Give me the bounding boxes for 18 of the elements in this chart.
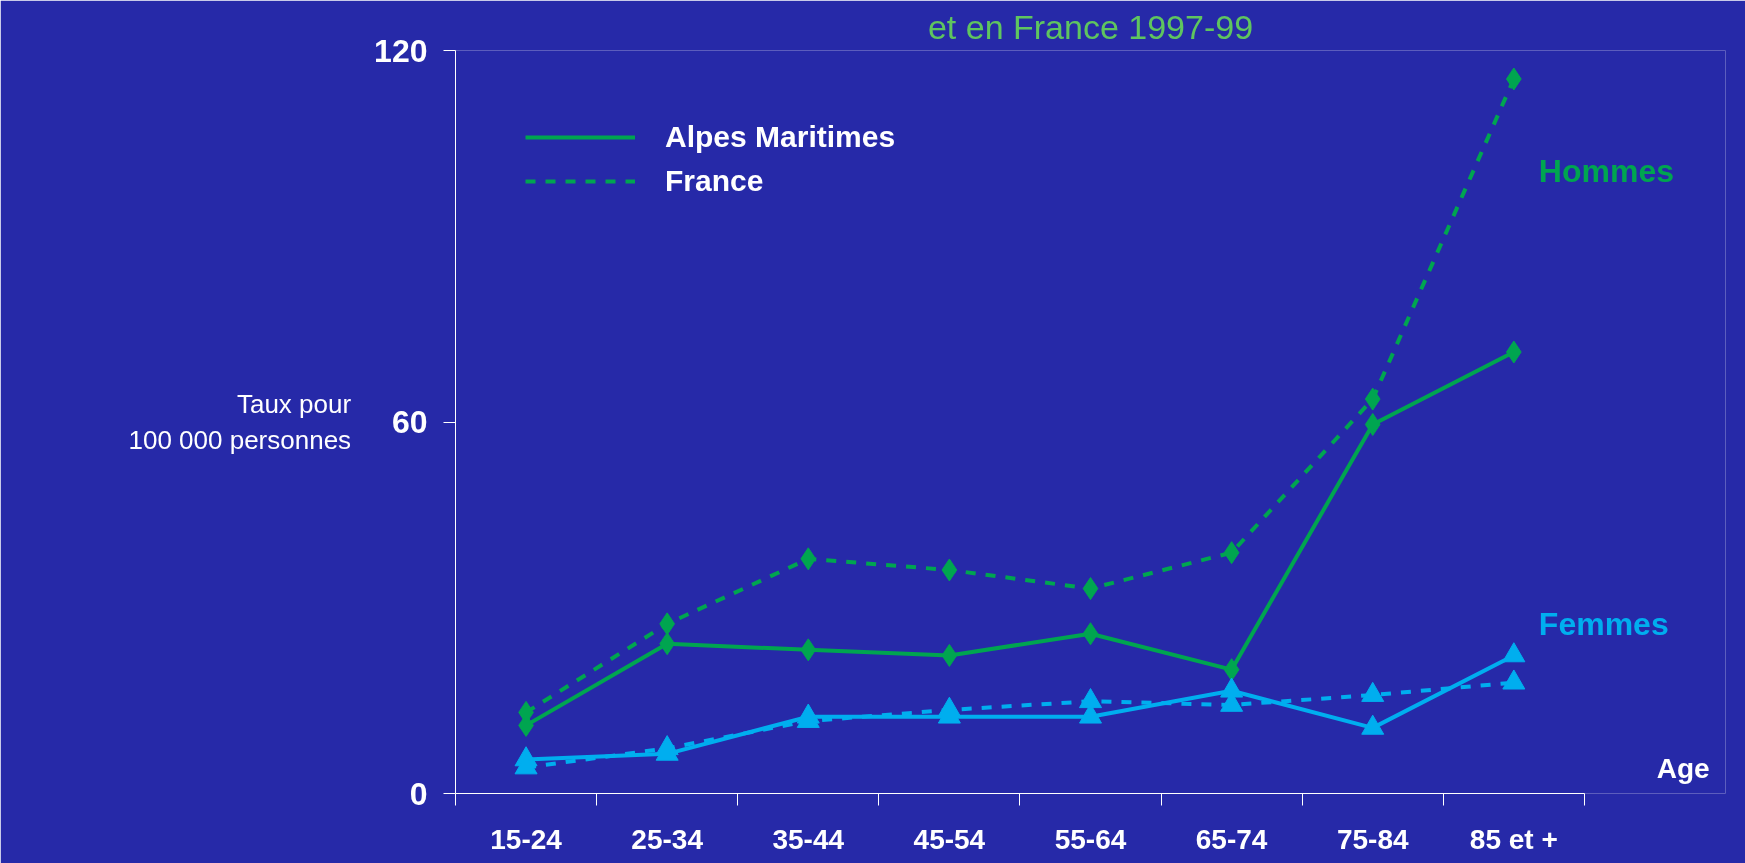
x-tick-label: 75-84 xyxy=(1336,823,1409,855)
legend-label: Alpes Maritimes xyxy=(665,120,896,154)
x-tick-label: 35-44 xyxy=(772,823,845,855)
y-tick-label: 60 xyxy=(391,404,428,440)
annotation: Femmes xyxy=(1538,606,1669,643)
x-tick-label: 85 et + xyxy=(1469,823,1558,855)
x-tick-label: 25-34 xyxy=(631,823,704,855)
x-tick-label: 45-54 xyxy=(913,823,986,855)
x-axis-title: Age xyxy=(1656,752,1710,784)
legend-label: France xyxy=(665,164,764,198)
y-tick-label: 120 xyxy=(374,32,428,69)
chart-title: et en France 1997-99 xyxy=(927,7,1254,46)
y-axis-title: Taux pour 100 000 personnes xyxy=(128,389,352,455)
y-tick-label: 0 xyxy=(409,775,428,812)
x-tick-label: 15-24 xyxy=(490,823,563,855)
annotation: Hommes xyxy=(1538,152,1674,189)
x-tick-label: 55-64 xyxy=(1054,823,1127,855)
x-tick-label: 65-74 xyxy=(1195,823,1268,855)
